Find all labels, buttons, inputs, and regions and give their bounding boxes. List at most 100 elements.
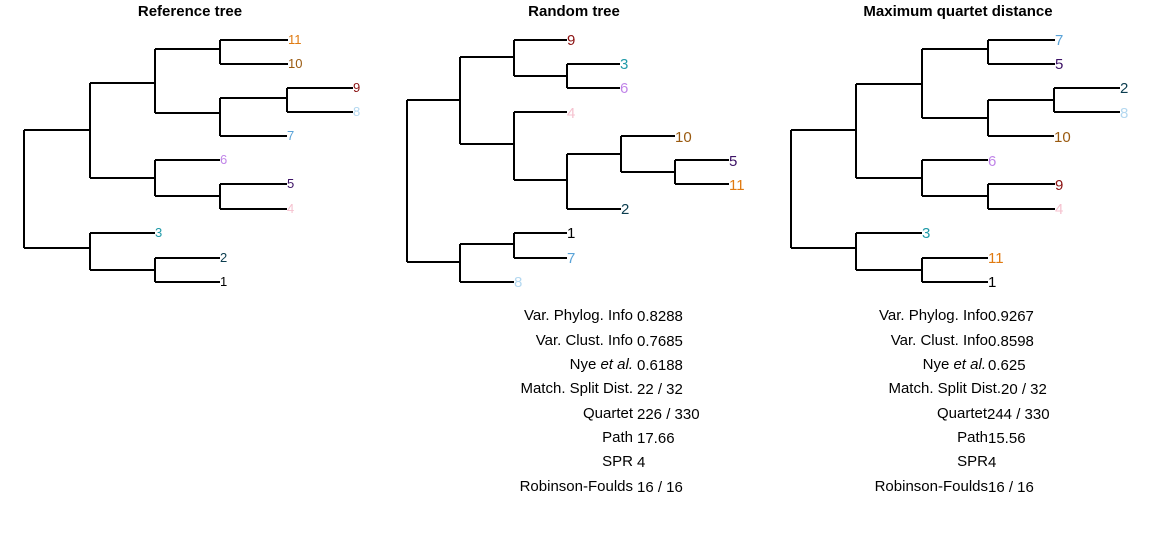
panel-random-tree: Random tree 9 3 6 4 10 5 11 2 1 7 8 bbox=[406, 3, 745, 496]
tree-edge bbox=[921, 257, 988, 283]
tip-label: 9 bbox=[353, 80, 360, 95]
metric-label: Robinson-Foulds bbox=[520, 478, 633, 495]
tree-edge bbox=[219, 183, 287, 210]
panel-title: Random tree bbox=[528, 3, 620, 20]
tree-edge bbox=[1053, 87, 1120, 113]
tip-label: 6 bbox=[988, 153, 996, 170]
metric-label: Robinson-Foulds bbox=[875, 478, 988, 495]
tree-edge bbox=[674, 159, 729, 185]
tree-edges bbox=[23, 39, 353, 283]
tip-label: 10 bbox=[288, 56, 302, 71]
tree-edge bbox=[219, 39, 288, 65]
tip-label: 1 bbox=[220, 274, 227, 289]
tree-edge bbox=[89, 232, 155, 271]
tip-label: 4 bbox=[287, 201, 294, 216]
tip-label: 3 bbox=[155, 225, 162, 240]
panel-title: Reference tree bbox=[138, 3, 242, 20]
metric-label: Nye et al. bbox=[923, 356, 986, 373]
metric-label: Var. Phylog. Info bbox=[879, 307, 988, 324]
tree-edge bbox=[566, 63, 620, 89]
metric-label: Match. Split Dist. bbox=[888, 380, 1001, 397]
tip-label: 4 bbox=[567, 105, 575, 122]
metric-value: 0.8598 bbox=[988, 333, 1034, 350]
metric-value: 16 / 16 bbox=[988, 479, 1034, 496]
metric-label: Quartet bbox=[583, 405, 634, 422]
metric-label: Var. Clust. Info bbox=[536, 332, 633, 349]
metric-value: 0.625 bbox=[988, 357, 1026, 374]
tree-edge bbox=[921, 48, 988, 119]
tree-edge bbox=[286, 87, 353, 113]
tip-label: 11 bbox=[988, 250, 1004, 267]
metric-value: 4 bbox=[988, 454, 996, 471]
tip-label: 1 bbox=[988, 274, 996, 291]
metric-value: 4 bbox=[637, 454, 645, 471]
tree-edge bbox=[620, 135, 675, 173]
metric-label: Match. Split Dist. bbox=[520, 380, 633, 397]
tip-label: 8 bbox=[353, 104, 360, 119]
tip-labels: 11 10 9 8 7 6 5 4 3 2 1 bbox=[155, 32, 360, 289]
tree-edge bbox=[154, 48, 220, 114]
tip-label: 5 bbox=[287, 176, 294, 191]
metric-label: Var. Phylog. Info bbox=[524, 307, 633, 324]
metric-value: 0.8288 bbox=[637, 308, 683, 325]
metric-label: SPR bbox=[602, 453, 633, 470]
tip-label: 2 bbox=[220, 250, 227, 265]
tree-edge bbox=[566, 153, 621, 210]
tip-label: 2 bbox=[621, 201, 629, 218]
metric-value: 20 / 32 bbox=[1001, 381, 1047, 398]
tip-label: 2 bbox=[1120, 80, 1128, 97]
tip-label: 10 bbox=[675, 129, 692, 146]
tree-edge bbox=[855, 83, 922, 179]
tree-edge bbox=[921, 159, 988, 197]
tree-edge bbox=[89, 82, 155, 179]
metric-value: 0.7685 bbox=[637, 333, 683, 350]
tip-label: 10 bbox=[1054, 129, 1071, 146]
metric-value: 244 / 330 bbox=[987, 406, 1050, 423]
metric-value: 226 / 330 bbox=[637, 406, 700, 423]
tree-edge bbox=[459, 243, 514, 283]
tip-label: 3 bbox=[922, 225, 930, 242]
metric-value: 17.66 bbox=[637, 430, 675, 447]
metrics-table: Var. Phylog. Info 0.9267 Var. Clust. Inf… bbox=[875, 307, 1050, 496]
tip-label: 9 bbox=[1055, 177, 1063, 194]
metrics-table: Var. Phylog. Info 0.8288 Var. Clust. Inf… bbox=[520, 307, 700, 496]
tip-labels: 7 5 2 8 10 6 9 4 3 11 1 bbox=[922, 32, 1128, 291]
metric-label: Path bbox=[957, 429, 988, 446]
tree-edge bbox=[154, 159, 220, 197]
panel-title: Maximum quartet distance bbox=[863, 3, 1052, 20]
tree-edge bbox=[513, 111, 567, 181]
metric-label: Nye et al. bbox=[570, 356, 633, 373]
panel-max-quartet-tree: Maximum quartet distance 7 5 2 8 10 6 9 … bbox=[790, 3, 1128, 496]
tree-edge bbox=[406, 99, 460, 263]
tip-label: 5 bbox=[729, 153, 737, 170]
tip-label: 7 bbox=[287, 128, 294, 143]
panel-reference-tree: Reference tree 11 10 9 8 7 6 5 4 3 bbox=[23, 3, 360, 289]
tree-edge bbox=[154, 257, 220, 283]
tree-edge bbox=[23, 129, 90, 249]
tip-label: 6 bbox=[220, 152, 227, 167]
tip-label: 8 bbox=[514, 274, 522, 291]
tip-label: 7 bbox=[1055, 32, 1063, 49]
metric-value: 22 / 32 bbox=[637, 381, 683, 398]
tip-labels: 9 3 6 4 10 5 11 2 1 7 8 bbox=[514, 32, 745, 291]
tree-edges bbox=[790, 39, 1120, 283]
tip-label: 3 bbox=[620, 56, 628, 73]
tip-label: 11 bbox=[288, 32, 302, 47]
tip-label: 6 bbox=[620, 80, 628, 97]
tree-edge bbox=[513, 39, 567, 77]
tip-label: 5 bbox=[1055, 56, 1063, 73]
metric-label: Quartet bbox=[937, 405, 988, 422]
tree-edges bbox=[406, 39, 729, 283]
tree-edge bbox=[513, 232, 567, 259]
metric-value: 0.6188 bbox=[637, 357, 683, 374]
tree-edge bbox=[987, 99, 1054, 137]
tip-label: 4 bbox=[1055, 201, 1063, 218]
metric-label: Path bbox=[602, 429, 633, 446]
metric-value: 15.56 bbox=[988, 430, 1026, 447]
tip-label: 8 bbox=[1120, 105, 1128, 122]
tree-edge bbox=[855, 232, 922, 271]
metric-label: Var. Clust. Info bbox=[891, 332, 988, 349]
metric-value: 16 / 16 bbox=[637, 479, 683, 496]
tip-label: 1 bbox=[567, 225, 575, 242]
